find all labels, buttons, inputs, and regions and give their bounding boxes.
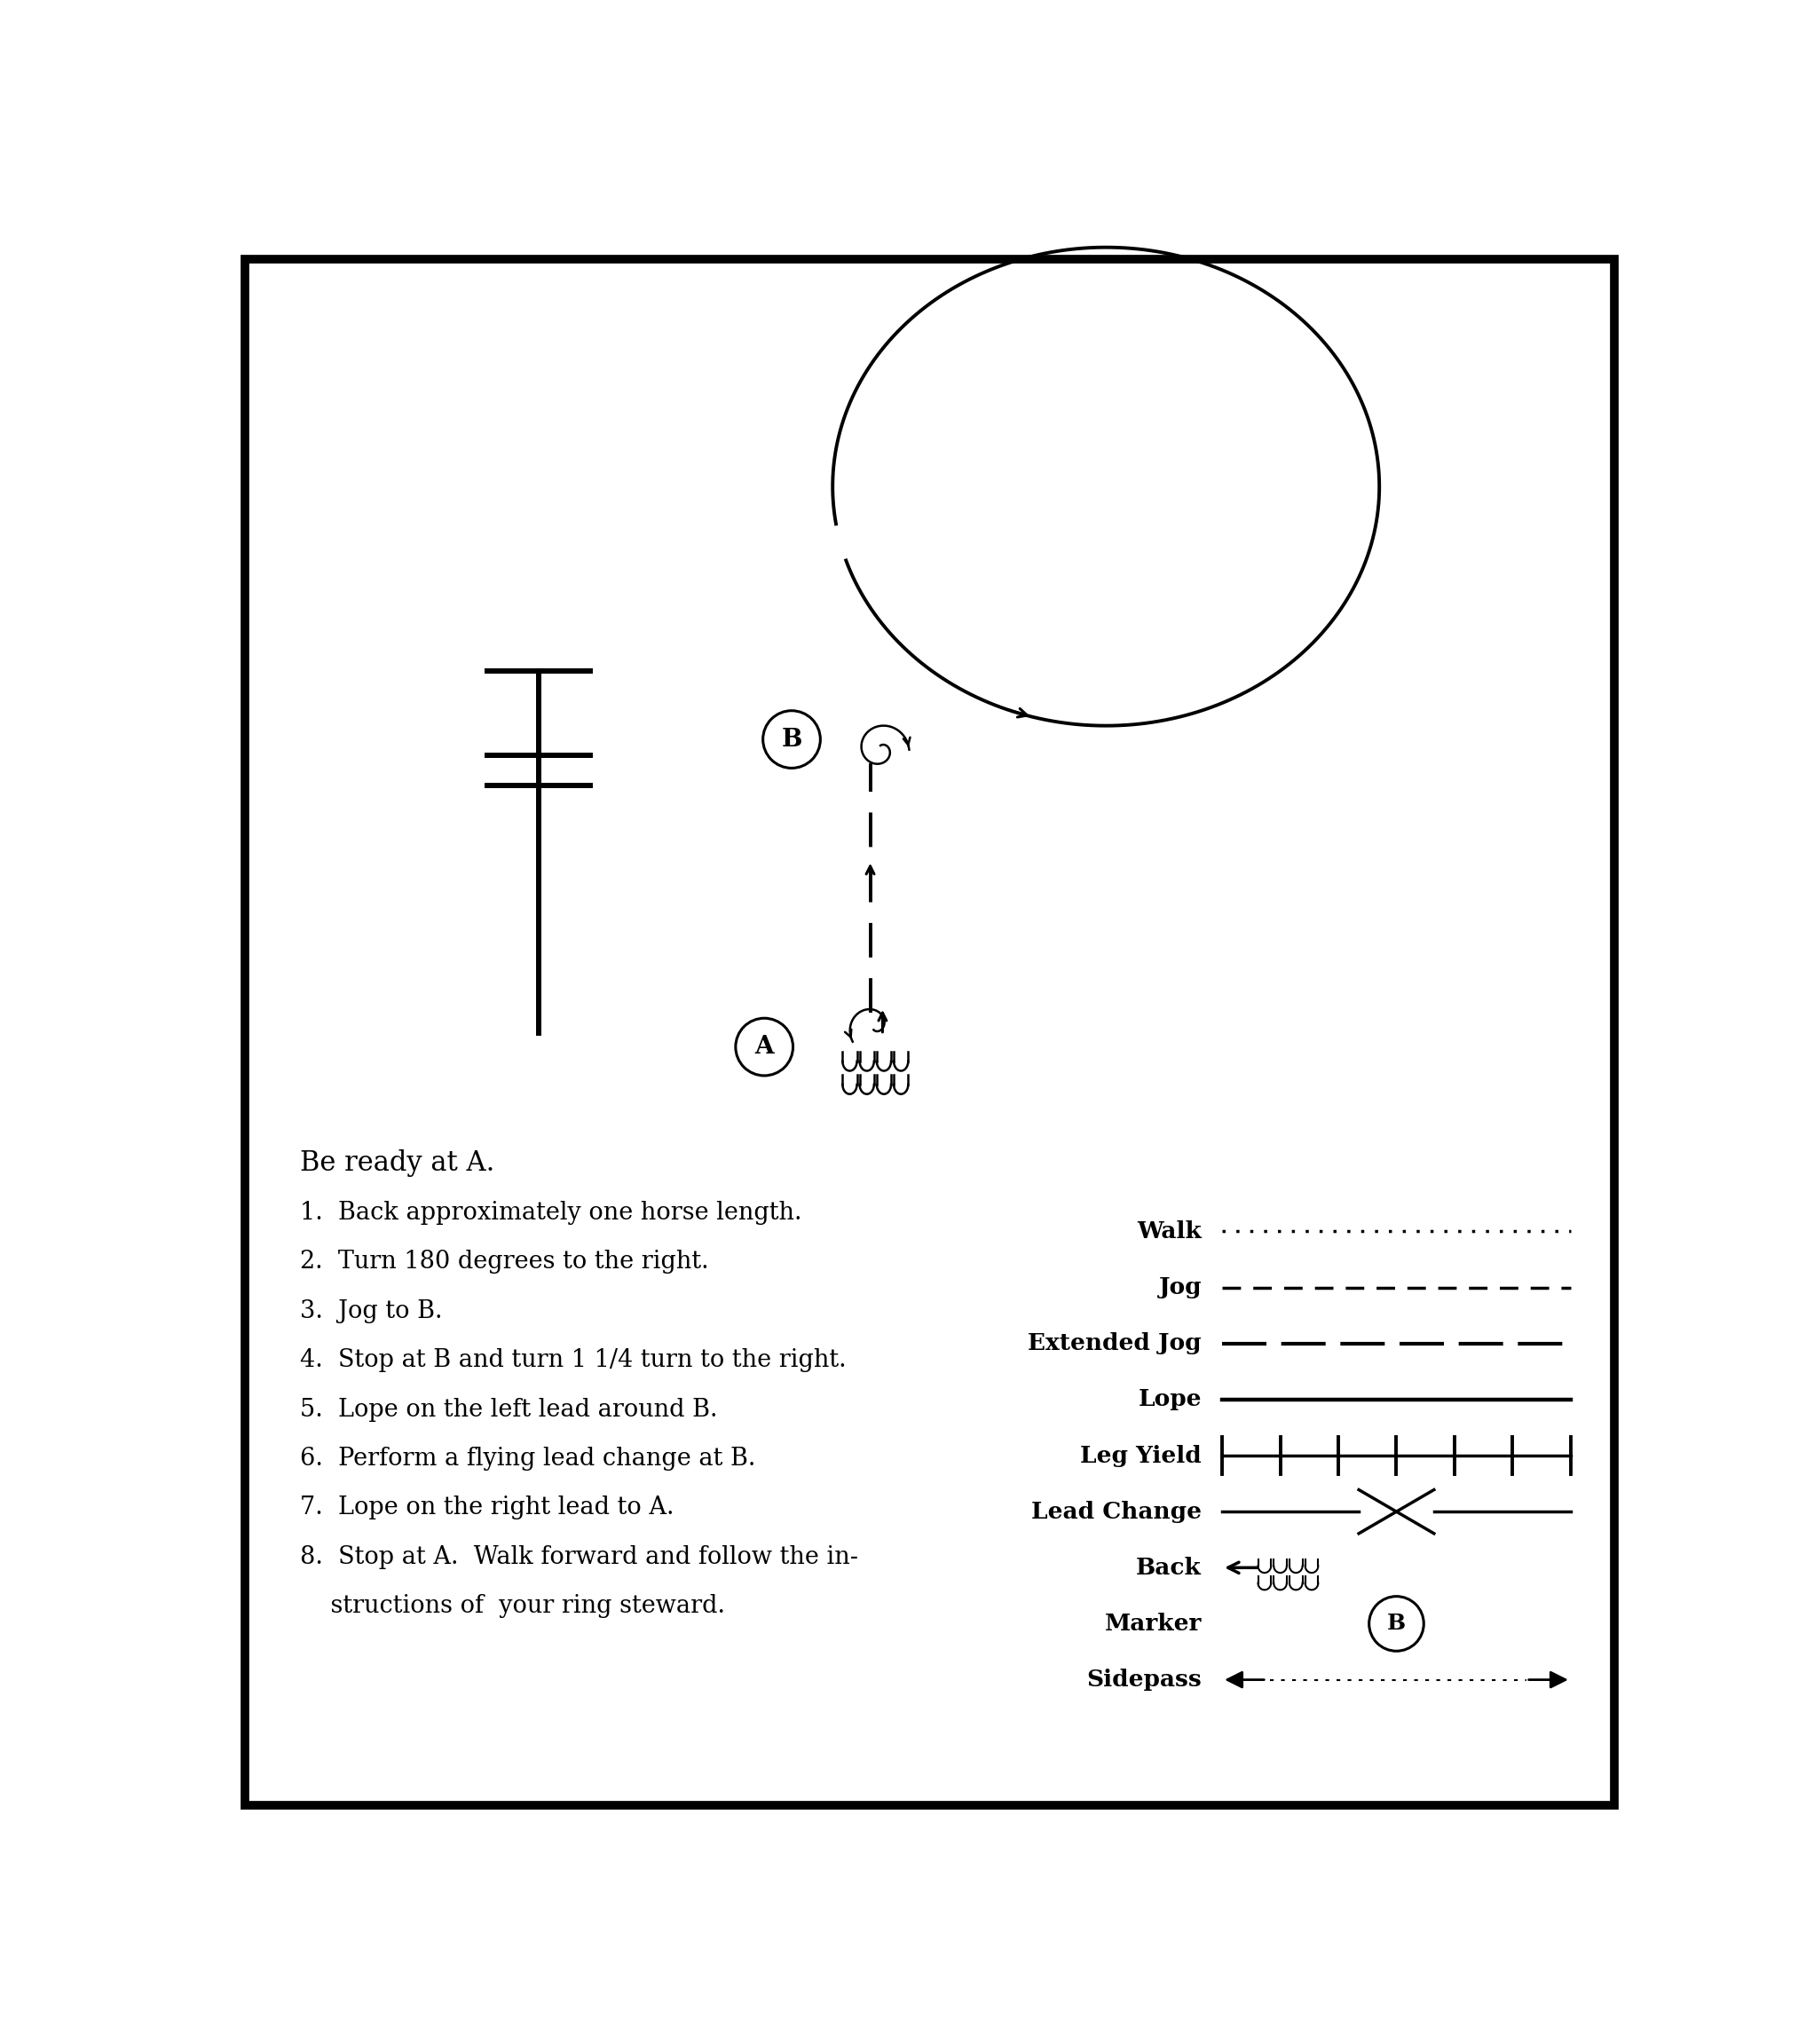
Text: Sidepass: Sidepass: [1087, 1668, 1201, 1690]
Text: Lead Change: Lead Change: [1030, 1500, 1201, 1523]
Text: Back: Back: [1136, 1558, 1201, 1578]
Text: structions of  your ring steward.: structions of your ring steward.: [299, 1594, 726, 1619]
Text: 5.  Lope on the left lead around B.: 5. Lope on the left lead around B.: [299, 1398, 717, 1421]
Text: Marker: Marker: [1105, 1613, 1201, 1635]
Text: Leg Yield: Leg Yield: [1081, 1445, 1201, 1468]
Text: Be ready at A.: Be ready at A.: [299, 1149, 493, 1177]
Text: A: A: [755, 1034, 775, 1059]
Text: 7.  Lope on the right lead to A.: 7. Lope on the right lead to A.: [299, 1496, 673, 1521]
Text: B: B: [782, 728, 802, 752]
Text: 3.  Jog to B.: 3. Jog to B.: [299, 1300, 443, 1322]
Text: Jog: Jog: [1159, 1275, 1201, 1298]
Text: B: B: [1388, 1613, 1406, 1635]
Text: 2.  Turn 180 degrees to the right.: 2. Turn 180 degrees to the right.: [299, 1249, 709, 1273]
Text: Walk: Walk: [1137, 1220, 1201, 1243]
Text: 8.  Stop at A.  Walk forward and follow the in-: 8. Stop at A. Walk forward and follow th…: [299, 1545, 858, 1570]
Text: 4.  Stop at B and turn 1 1/4 turn to the right.: 4. Stop at B and turn 1 1/4 turn to the …: [299, 1349, 845, 1372]
Text: 6.  Perform a flying lead change at B.: 6. Perform a flying lead change at B.: [299, 1447, 755, 1472]
Text: Lope: Lope: [1137, 1388, 1201, 1410]
Text: 1.  Back approximately one horse length.: 1. Back approximately one horse length.: [299, 1200, 802, 1224]
Text: Extended Jog: Extended Jog: [1029, 1333, 1201, 1355]
